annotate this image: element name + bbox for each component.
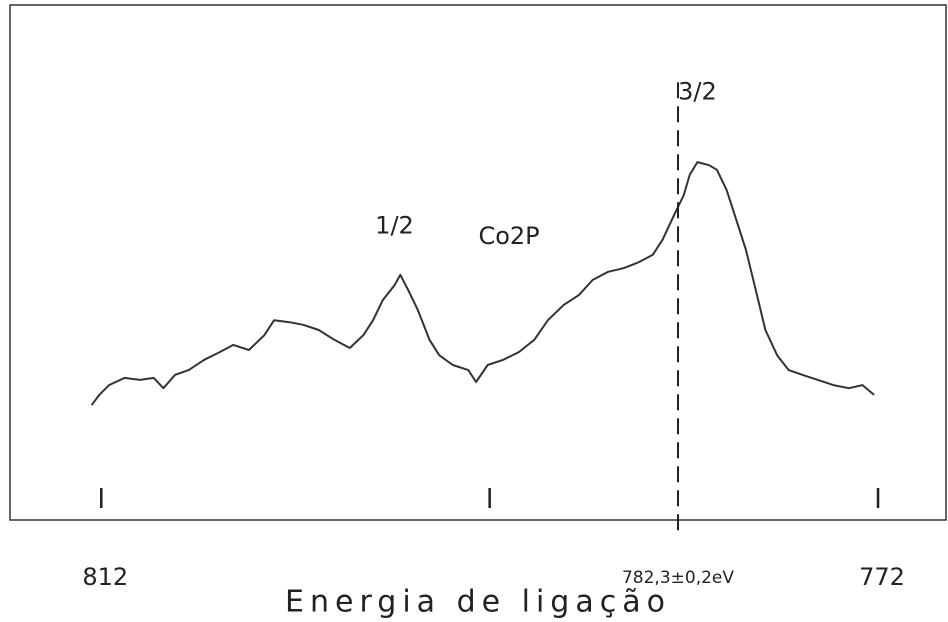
peak-label: 1/2 [375,211,414,239]
plot-frame [9,4,947,521]
x-tick-label: 772 [859,563,905,591]
peak-annotation: 782,3±0,2eV [622,568,734,588]
peak-label: 3/2 [678,78,717,106]
x-tick-label: 812 [82,563,128,591]
x-axis-title: Energia de ligação [285,585,671,620]
spectrum-line [90,161,875,406]
peak-label: Co2P [478,222,539,250]
